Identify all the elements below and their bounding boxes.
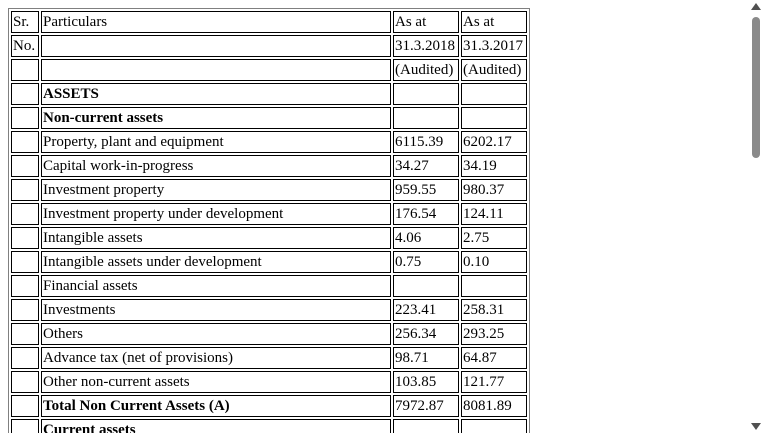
value-2017-cell: 124.11 xyxy=(461,203,527,225)
particulars-cell: Current assets xyxy=(41,419,391,433)
sr-cell xyxy=(11,107,39,129)
value-2017-cell: 0.10 xyxy=(461,251,527,273)
col-2018-status-cell: (Audited) xyxy=(393,59,459,81)
value-2017-cell: 8081.89 xyxy=(461,395,527,417)
sr-header-cell xyxy=(11,59,39,81)
table-row: Financial assets xyxy=(11,275,527,297)
sr-cell xyxy=(11,275,39,297)
particulars-cell: Investments xyxy=(41,299,391,321)
sr-cell xyxy=(11,155,39,177)
sr-cell xyxy=(11,395,39,417)
scroll-up-arrow-icon[interactable] xyxy=(751,3,761,10)
sr-cell xyxy=(11,251,39,273)
value-2017-cell: 34.19 xyxy=(461,155,527,177)
table-row: Property, plant and equipment 6115.39 62… xyxy=(11,131,527,153)
value-2018-cell: 223.41 xyxy=(393,299,459,321)
value-2018-cell xyxy=(393,275,459,297)
particulars-header-cell xyxy=(41,35,391,57)
sr-cell xyxy=(11,203,39,225)
table-row: Other non-current assets 103.85 121.77 xyxy=(11,371,527,393)
value-2017-cell: 121.77 xyxy=(461,371,527,393)
value-2018-cell: 959.55 xyxy=(393,179,459,201)
particulars-cell: Total Non Current Assets (A) xyxy=(41,395,391,417)
table-row: Investment property under development 17… xyxy=(11,203,527,225)
sr-cell xyxy=(11,83,39,105)
particulars-cell: Intangible assets xyxy=(41,227,391,249)
particulars-cell: Investment property under development xyxy=(41,203,391,225)
scrollbar-thumb[interactable] xyxy=(752,17,760,158)
value-2018-cell xyxy=(393,419,459,433)
table-row: Investment property 959.55 980.37 xyxy=(11,179,527,201)
sr-cell xyxy=(11,323,39,345)
table-row: Non-current assets xyxy=(11,107,527,129)
col-2017-header-cell: As at xyxy=(461,11,527,33)
sr-cell xyxy=(11,347,39,369)
value-2017-cell: 980.37 xyxy=(461,179,527,201)
table-row: Current assets xyxy=(11,419,527,433)
value-2017-cell xyxy=(461,83,527,105)
value-2018-cell: 7972.87 xyxy=(393,395,459,417)
value-2018-cell xyxy=(393,83,459,105)
particulars-cell: Investment property xyxy=(41,179,391,201)
particulars-header-cell: Particulars xyxy=(41,11,391,33)
value-2018-cell: 256.34 xyxy=(393,323,459,345)
col-2017-date-cell: 31.3.2017 xyxy=(461,35,527,57)
value-2017-cell xyxy=(461,275,527,297)
scroll-down-arrow-icon[interactable] xyxy=(751,423,761,430)
value-2018-cell: 6115.39 xyxy=(393,131,459,153)
sr-cell xyxy=(11,227,39,249)
value-2018-cell: 0.75 xyxy=(393,251,459,273)
value-2018-cell: 4.06 xyxy=(393,227,459,249)
particulars-cell: Intangible assets under development xyxy=(41,251,391,273)
sr-cell xyxy=(11,299,39,321)
table-row: Intangible assets under development 0.75… xyxy=(11,251,527,273)
col-2018-header-cell: As at xyxy=(393,11,459,33)
value-2017-cell: 2.75 xyxy=(461,227,527,249)
table-row: Intangible assets 4.06 2.75 xyxy=(11,227,527,249)
header-row-1: Sr. Particulars As at As at xyxy=(11,11,527,33)
header-row-3: (Audited) (Audited) xyxy=(11,59,527,81)
table-row: Total Non Current Assets (A) 7972.87 808… xyxy=(11,395,527,417)
value-2017-cell xyxy=(461,419,527,433)
particulars-cell: ASSETS xyxy=(41,83,391,105)
balance-sheet-table: Sr. Particulars As at As at No. 31.3.201… xyxy=(8,8,530,433)
particulars-cell: Non-current assets xyxy=(41,107,391,129)
value-2017-cell: 6202.17 xyxy=(461,131,527,153)
particulars-cell: Other non-current assets xyxy=(41,371,391,393)
sr-cell xyxy=(11,131,39,153)
table-row: Investments 223.41 258.31 xyxy=(11,299,527,321)
table-row: ASSETS xyxy=(11,83,527,105)
table-row: Advance tax (net of provisions) 98.71 64… xyxy=(11,347,527,369)
sr-header-cell: Sr. xyxy=(11,11,39,33)
table-row: Capital work-in-progress 34.27 34.19 xyxy=(11,155,527,177)
col-2017-status-cell: (Audited) xyxy=(461,59,527,81)
particulars-cell: Financial assets xyxy=(41,275,391,297)
value-2018-cell xyxy=(393,107,459,129)
sr-cell xyxy=(11,419,39,433)
value-2017-cell: 293.25 xyxy=(461,323,527,345)
value-2018-cell: 176.54 xyxy=(393,203,459,225)
sr-header-cell: No. xyxy=(11,35,39,57)
col-2018-date-cell: 31.3.2018 xyxy=(393,35,459,57)
value-2018-cell: 98.71 xyxy=(393,347,459,369)
value-2017-cell: 64.87 xyxy=(461,347,527,369)
particulars-cell: Advance tax (net of provisions) xyxy=(41,347,391,369)
value-2018-cell: 34.27 xyxy=(393,155,459,177)
table-row: Others 256.34 293.25 xyxy=(11,323,527,345)
value-2017-cell xyxy=(461,107,527,129)
particulars-cell: Property, plant and equipment xyxy=(41,131,391,153)
vertical-scrollbar[interactable] xyxy=(748,0,764,433)
header-row-2: No. 31.3.2018 31.3.2017 xyxy=(11,35,527,57)
particulars-cell: Others xyxy=(41,323,391,345)
sr-cell xyxy=(11,371,39,393)
value-2017-cell: 258.31 xyxy=(461,299,527,321)
sr-cell xyxy=(11,179,39,201)
particulars-cell: Capital work-in-progress xyxy=(41,155,391,177)
particulars-header-cell xyxy=(41,59,391,81)
value-2018-cell: 103.85 xyxy=(393,371,459,393)
